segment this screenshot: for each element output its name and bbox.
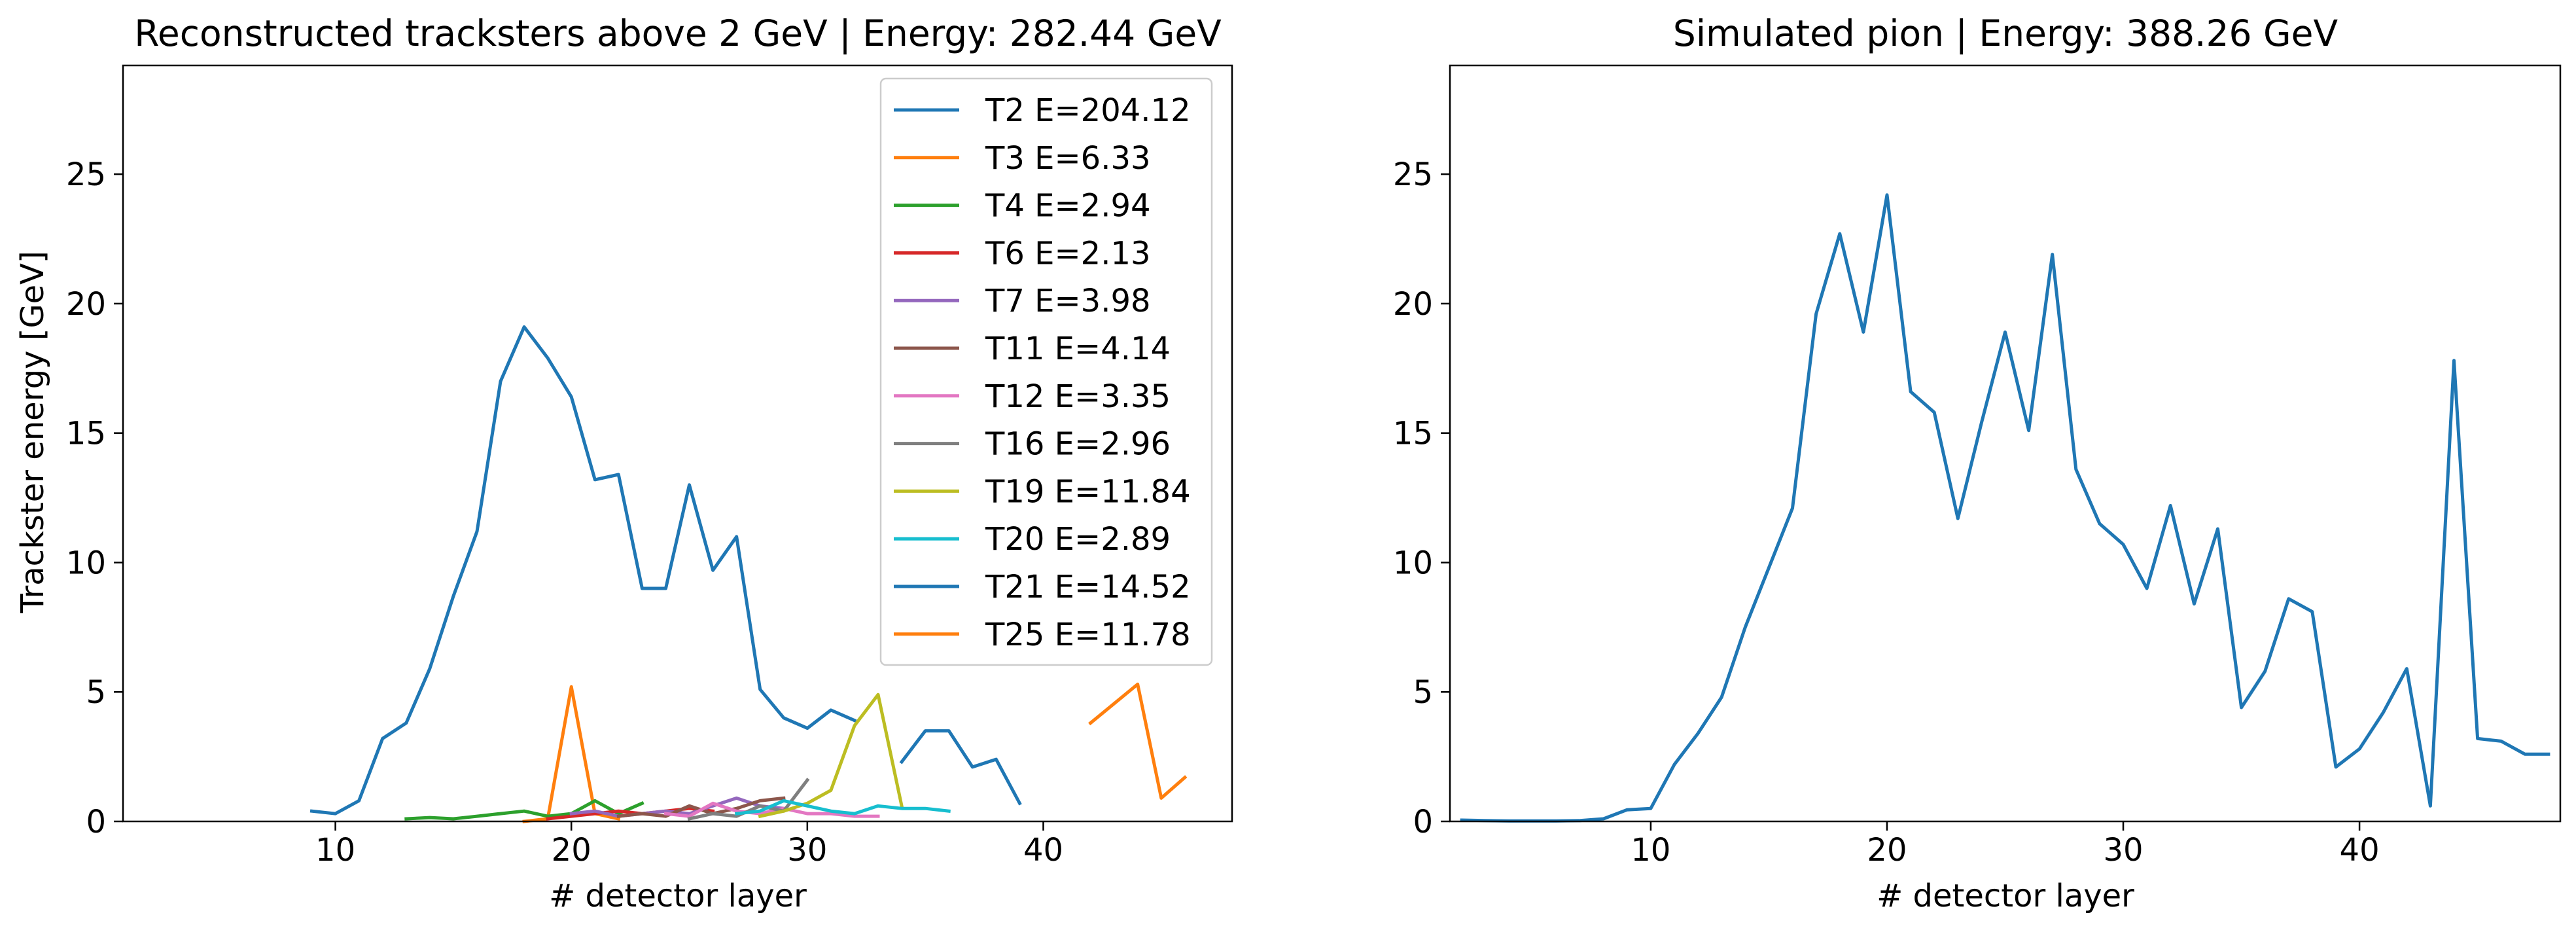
series-line: [1088, 682, 1188, 800]
series-lines: [309, 325, 1188, 823]
chart-reconstructed-tracksters: Reconstructed tracksters above 2 GeV | E…: [14, 12, 1233, 914]
legend-label: T7 E=3.98: [985, 283, 1151, 319]
chart-title: Reconstructed tracksters above 2 GeV | E…: [134, 12, 1222, 55]
y-tick-label: 20: [66, 286, 106, 323]
legend-label: T12 E=3.35: [985, 378, 1171, 415]
plot-frame: [1449, 64, 2562, 823]
y-tick-label: 0: [1413, 804, 1433, 840]
y-axis-label: Trackster energy [GeV]: [14, 251, 51, 613]
axis-ticks: 10 20 30 40 0 5 10 15 20 25: [66, 156, 1063, 869]
legend-label: T21 E=14.52: [985, 569, 1191, 605]
legend-label: T16 E=2.96: [985, 426, 1171, 463]
axis-ticks: 10 20 30 40 0 5 10 15 20 25: [1393, 156, 2380, 869]
x-tick-label: 10: [315, 832, 355, 869]
y-tick-label: 15: [66, 416, 106, 452]
series-line: [404, 799, 644, 821]
legend: T2 E=204.12 T3 E=6.33 T4 E=2.94 T6 E=2.13 T7…: [879, 77, 1213, 666]
legend-label: T6 E=2.13: [985, 235, 1151, 272]
legend-label: T20 E=2.89: [985, 521, 1171, 558]
y-tick-label: 20: [1393, 286, 1433, 323]
legend-label: T4 E=2.94: [985, 188, 1151, 225]
series-line: [309, 325, 857, 816]
legend-label: T3 E=6.33: [985, 140, 1151, 177]
y-tick-label: 15: [1393, 416, 1433, 452]
y-tick-label: 25: [1393, 156, 1433, 193]
chart-simulated-pion: Simulated pion | Energy: 388.26 GeV # de…: [1393, 12, 2562, 914]
y-tick-label: 10: [1393, 545, 1433, 581]
legend-label: T11 E=4.14: [985, 331, 1171, 367]
x-tick-label: 30: [2103, 832, 2143, 869]
series-line: [734, 799, 951, 816]
x-tick-label: 40: [1023, 832, 1063, 869]
x-tick-label: 30: [787, 832, 827, 869]
series-line: [522, 685, 621, 823]
legend-label: T19 E=11.84: [985, 473, 1191, 510]
y-tick-label: 5: [86, 674, 106, 711]
y-tick-label: 5: [1413, 674, 1433, 711]
series-line: [663, 801, 880, 818]
y-tick-label: 25: [66, 156, 106, 193]
x-tick-label: 40: [2340, 832, 2380, 869]
series-line: [1460, 193, 2550, 823]
x-tick-label: 20: [1867, 832, 1907, 869]
legend-label: T25 E=11.78: [985, 617, 1191, 653]
legend-box: [879, 77, 1213, 666]
chart-title: Simulated pion | Energy: 388.26 GeV: [1673, 12, 2338, 55]
series-line: [899, 729, 1022, 806]
x-tick-label: 20: [552, 832, 591, 869]
x-tick-label: 10: [1631, 832, 1670, 869]
legend-label: T2 E=204.12: [985, 92, 1191, 129]
y-tick-label: 0: [86, 804, 106, 840]
series-line: [758, 692, 904, 819]
x-axis-label: # detector layer: [1877, 878, 2134, 914]
series-lines: [1460, 193, 2550, 823]
x-axis-label: # detector layer: [549, 878, 807, 914]
plot-frame: [122, 64, 1233, 823]
y-tick-label: 10: [66, 545, 106, 581]
